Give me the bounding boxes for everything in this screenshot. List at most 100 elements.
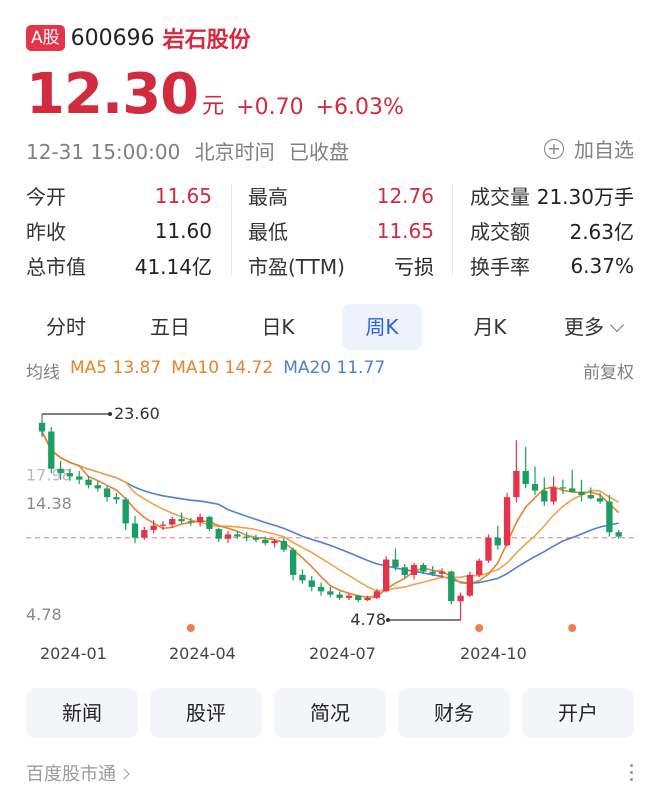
candle-body bbox=[159, 524, 167, 526]
stat-label: 成交量 bbox=[470, 185, 530, 209]
candle-body bbox=[429, 571, 436, 574]
candle-body bbox=[513, 470, 520, 498]
price-change-percent: +6.03% bbox=[315, 95, 404, 120]
candle-body bbox=[224, 534, 232, 539]
stock-header: A股 600696 岩石股份 bbox=[26, 20, 251, 56]
profile-button[interactable]: 简况 bbox=[274, 688, 386, 738]
candle-body bbox=[531, 484, 539, 491]
candle-body bbox=[355, 595, 362, 601]
price-unit: 元 bbox=[202, 94, 225, 119]
comments-button[interactable]: 股评 bbox=[150, 688, 262, 738]
quote-stats: 今开 11.65 昨收 11.60 总市值 41.14亿 最高 12.76 最低 11.6… bbox=[26, 178, 634, 282]
event-dot bbox=[568, 624, 577, 632]
stat-value: 11.65 bbox=[154, 183, 212, 208]
candle-body bbox=[187, 521, 194, 523]
adjust-mode[interactable]: 前复权 bbox=[583, 363, 634, 383]
x-tick-label: 2024-01 bbox=[40, 644, 107, 663]
candle-body bbox=[178, 519, 185, 522]
candle-body bbox=[503, 497, 511, 546]
stats-column-2: 最高 12.76 最低 11.65 市盈(TTM) 亏损 bbox=[248, 178, 434, 282]
candle-body bbox=[252, 537, 260, 540]
candle-body bbox=[113, 497, 120, 500]
tab-intraday[interactable]: 分时 bbox=[46, 315, 86, 339]
stat-market-cap: 总市值 41.14亿 bbox=[26, 248, 212, 283]
candle-body bbox=[308, 580, 315, 587]
candle-body bbox=[215, 528, 222, 539]
candle-body bbox=[289, 549, 297, 575]
current-price: 12.30 bbox=[26, 62, 199, 127]
tab-five-day[interactable]: 五日 bbox=[150, 315, 190, 339]
add-watchlist-label: 加自选 bbox=[574, 138, 634, 162]
add-watchlist-button[interactable]: + 加自选 bbox=[544, 134, 634, 163]
divider bbox=[452, 184, 453, 276]
tab-more[interactable]: 更多 bbox=[552, 304, 634, 350]
tab-monthly-k[interactable]: 月K bbox=[473, 315, 507, 339]
candle-body bbox=[587, 494, 594, 499]
candle-body bbox=[94, 485, 101, 489]
stat-open: 今开 11.65 bbox=[26, 178, 212, 213]
candle-body bbox=[336, 594, 343, 598]
candle-body bbox=[596, 498, 604, 502]
ma10-value: MA10 14.72 bbox=[171, 358, 274, 378]
candle-body bbox=[150, 525, 157, 531]
candle-body bbox=[48, 431, 55, 469]
candle-body bbox=[494, 537, 501, 546]
event-dot bbox=[475, 624, 484, 632]
candle-body bbox=[169, 519, 176, 525]
candle-body bbox=[66, 473, 74, 477]
candle-body bbox=[196, 516, 204, 523]
min-marker-dot bbox=[386, 618, 390, 622]
stat-value: 亏损 bbox=[394, 255, 434, 279]
source-label: 百度股市通 bbox=[26, 764, 116, 785]
candle-body bbox=[243, 536, 250, 538]
candle-body bbox=[410, 565, 418, 575]
market-status: 已收盘 bbox=[289, 140, 350, 164]
divider bbox=[231, 184, 232, 276]
tab-daily-k[interactable]: 日K bbox=[261, 315, 295, 339]
tab-more-label: 更多 bbox=[564, 315, 604, 339]
stock-name: 岩石股份 bbox=[162, 28, 251, 53]
news-button[interactable]: 新闻 bbox=[26, 688, 138, 738]
stat-prev-close: 昨收 11.60 bbox=[26, 213, 212, 248]
tab-weekly-k[interactable]: 周K bbox=[342, 304, 422, 350]
more-vertical-icon[interactable] bbox=[630, 764, 634, 785]
candle-body bbox=[382, 559, 390, 592]
candle-body bbox=[438, 571, 446, 574]
price-row: 12.30 元 +0.70 +6.03% bbox=[26, 64, 404, 126]
x-tick-label: 2024-07 bbox=[309, 644, 376, 663]
candle-body bbox=[401, 567, 408, 575]
ma20-value: MA20 11.77 bbox=[283, 358, 386, 378]
candle-body bbox=[466, 574, 474, 596]
open-account-button[interactable]: 开户 bbox=[522, 688, 634, 738]
candle-body bbox=[392, 559, 399, 568]
stat-low: 最低 11.65 bbox=[248, 213, 434, 248]
candle-body bbox=[345, 595, 353, 598]
ma10-line bbox=[41, 431, 620, 592]
candle-body bbox=[578, 491, 585, 495]
stat-label: 市盈(TTM) bbox=[248, 255, 345, 279]
stat-label: 换手率 bbox=[470, 255, 530, 279]
candle-body bbox=[327, 591, 334, 595]
candle-body bbox=[271, 540, 278, 544]
stat-turnover: 成交额 2.63亿 bbox=[470, 213, 634, 248]
stat-value: 11.60 bbox=[154, 218, 212, 243]
candle-body bbox=[373, 591, 381, 598]
stat-label: 今开 bbox=[26, 185, 66, 209]
chevron-right-icon bbox=[118, 768, 130, 780]
quote-timezone: 北京时间 bbox=[194, 140, 275, 164]
source-link[interactable]: 百度股市通 bbox=[26, 760, 130, 786]
event-dot bbox=[186, 624, 195, 632]
stat-label: 成交额 bbox=[470, 220, 530, 244]
quote-meta: 12-31 15:00:00 北京时间 已收盘 bbox=[26, 136, 349, 165]
candle-body bbox=[364, 597, 371, 601]
finance-button[interactable]: 财务 bbox=[398, 688, 510, 738]
y-tick-label: 14.38 bbox=[26, 494, 72, 513]
ma-label: 均线 bbox=[26, 363, 60, 383]
candle-body bbox=[448, 571, 455, 602]
candle-body bbox=[141, 530, 148, 538]
candle-body bbox=[299, 574, 306, 581]
stats-column-3: 成交量 21.30万手 成交额 2.63亿 换手率 6.37% bbox=[470, 178, 634, 282]
market-badge: A股 bbox=[26, 25, 65, 51]
candle-body bbox=[85, 479, 92, 486]
